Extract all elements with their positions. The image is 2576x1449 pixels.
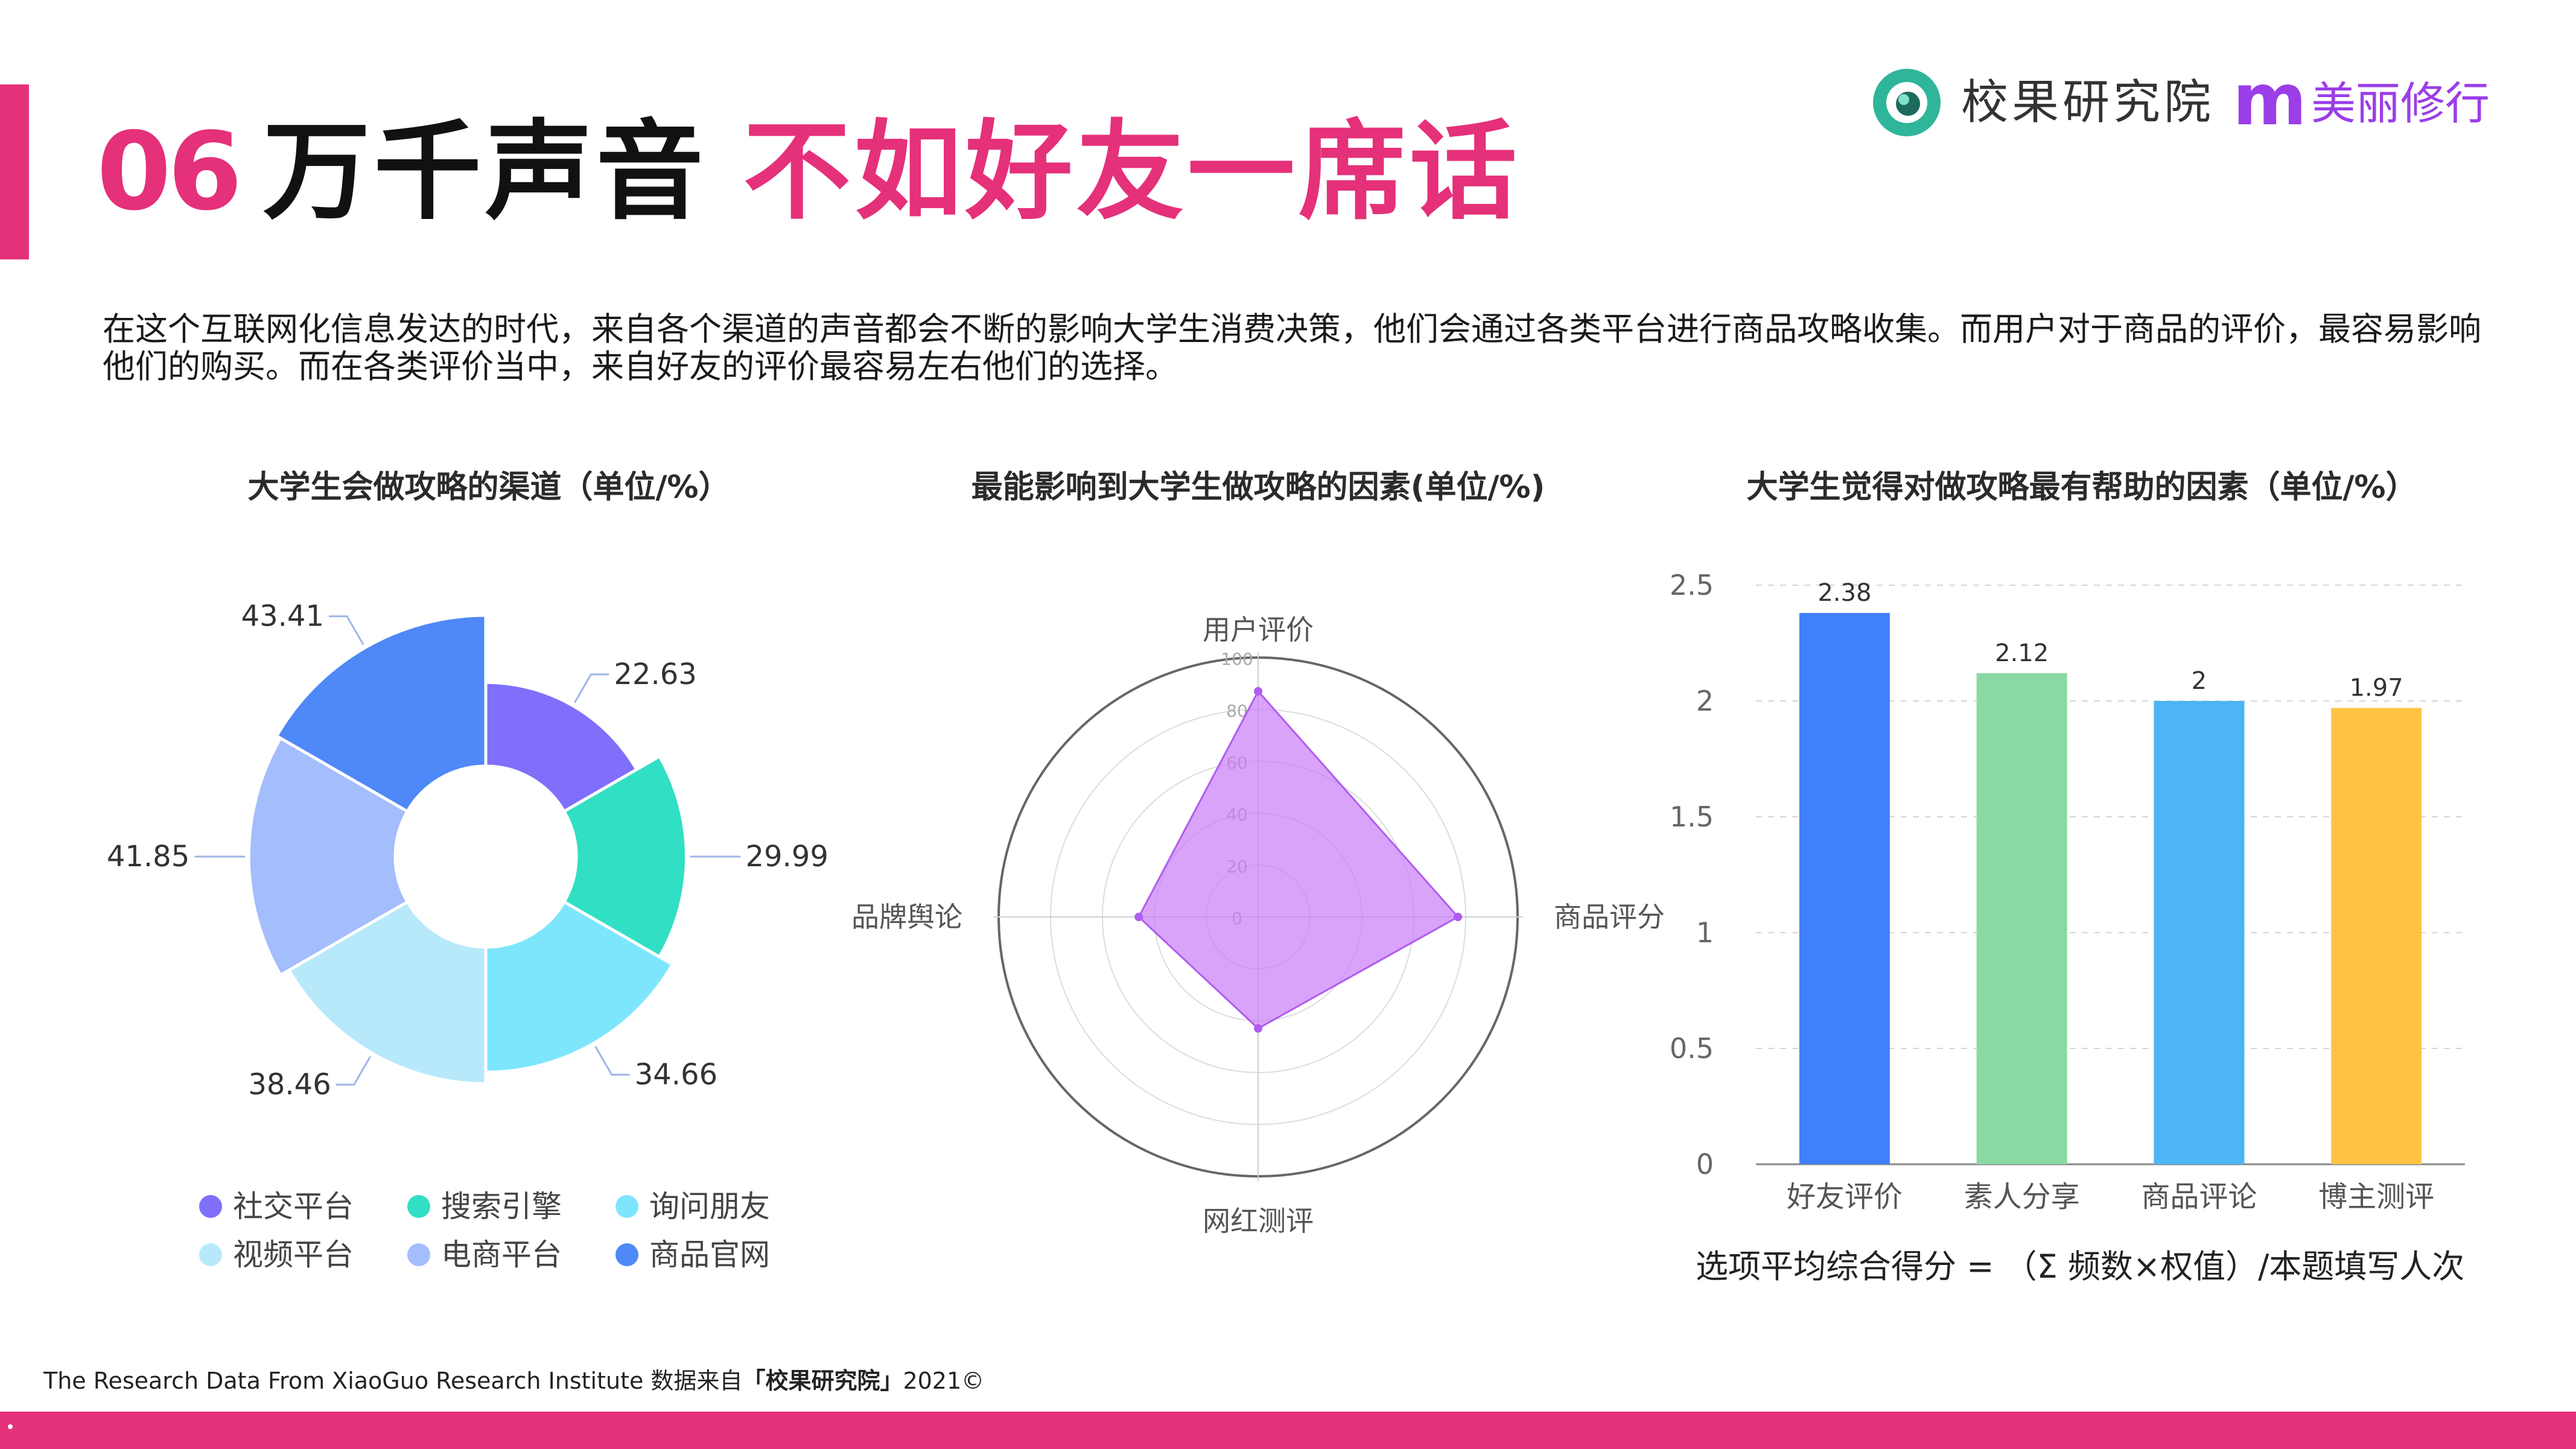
xiaoguo-logo-icon — [1873, 69, 1941, 136]
source-suffix: 2021© — [903, 1368, 985, 1394]
legend-label: 询问朋友 — [649, 1189, 770, 1224]
bar-y-tick-label: 0.5 — [1670, 1032, 1714, 1065]
bar — [1976, 673, 2067, 1164]
donut-slice — [484, 680, 639, 814]
donut-slice — [287, 899, 488, 1086]
title-pink-part: 不如好友一席话 — [743, 109, 1521, 234]
legend-item-search: 搜索引擎 — [407, 1185, 562, 1228]
legend-label: 电商平台 — [441, 1237, 562, 1272]
radar-axis-label: 商品评分 — [1554, 901, 1665, 933]
radar-tick-label: 100 — [1221, 649, 1253, 669]
donut-leader-line — [329, 615, 364, 645]
radar-point — [1454, 913, 1463, 921]
legend-swatch — [199, 1194, 222, 1218]
bar — [2154, 701, 2245, 1164]
bar-y-tick-label: 1 — [1696, 916, 1714, 949]
radar-area — [1137, 690, 1460, 1030]
radar-axis-label: 品牌舆论 — [851, 901, 962, 933]
donut-value-label: 22.63 — [614, 658, 696, 691]
donut-chart-title: 大学生会做攻略的渠道（单位/%） — [247, 469, 730, 506]
bar-value-label: 1.97 — [2350, 674, 2403, 702]
donut-slice — [484, 899, 675, 1074]
radar-chart-title: 最能影响到大学生做攻略的因素(单位/%) — [971, 469, 1545, 506]
bar — [1799, 613, 1890, 1164]
bar-value-label: 2.12 — [1995, 639, 2049, 667]
donut-chart: 22.63 29.99 34.66 38.46 41.85 43.41 — [107, 600, 828, 1102]
legend-swatch — [199, 1243, 222, 1266]
page-title: 06 万千声音 不如好友一席话 — [97, 103, 1521, 241]
legend-item-social: 社交平台 — [199, 1185, 354, 1228]
radar-point — [1134, 913, 1143, 921]
bar-y-tick-label: 2 — [1696, 685, 1714, 717]
legend-item-video: 视频平台 — [199, 1234, 354, 1276]
donut-value-label: 29.99 — [745, 840, 828, 874]
intro-paragraph: 在这个互联网化信息发达的时代，来自各个渠道的声音都会不断的影响大学生消费决策，他… — [103, 310, 2481, 385]
radar-point — [1254, 686, 1262, 696]
donut-slice — [247, 736, 410, 977]
section-number: 06 — [97, 109, 243, 234]
title-black-part: 万千声音 — [262, 109, 707, 234]
title-accent-bar — [0, 84, 29, 259]
donut-slice — [275, 614, 488, 814]
donut-slice — [562, 754, 688, 959]
legend-swatch — [615, 1243, 638, 1266]
bar-category-label: 博主测评 — [2318, 1180, 2434, 1214]
bar-chart-title: 大学生觉得对做攻略最有帮助的因素（单位/%） — [1746, 469, 2417, 506]
radar-point — [1254, 1024, 1262, 1033]
legend-item-ecommerce: 电商平台 — [407, 1234, 562, 1276]
donut-value-label: 38.46 — [248, 1068, 331, 1102]
bar-y-tick-label: 2.5 — [1670, 569, 1714, 601]
legend-swatch — [615, 1194, 638, 1218]
bar — [2331, 708, 2422, 1164]
donut-value-label: 43.41 — [241, 600, 324, 633]
xiaoguo-brand-name: 校果研究院 — [1961, 75, 2215, 130]
legend-item-official: 商品官网 — [615, 1234, 770, 1276]
meili-brand-name: 美丽修行 — [2311, 78, 2490, 130]
footer-band — [0, 1412, 2576, 1449]
legend-swatch — [407, 1194, 430, 1218]
radar-axis-label: 网红测评 — [1203, 1205, 1314, 1237]
source-note: The Research Data From XiaoGuo Research … — [43, 1362, 984, 1395]
donut-value-label: 34.66 — [635, 1057, 717, 1091]
score-formula-note: 选项平均综合得分 = （Σ 频数×权值）/本题填写人次 — [1696, 1248, 2465, 1286]
bar-category-label: 素人分享 — [1964, 1180, 2080, 1214]
bar-chart: 0 0.5 1 1.5 2 2.5 2.38 好友评价 2.12 素人分享 2 商品评论 1.97 博主测… — [1670, 569, 2465, 1214]
bar-category-label: 好友评价 — [1787, 1180, 1903, 1214]
donut-leader-line — [594, 1045, 630, 1076]
footer-logo-icon — [8, 1424, 13, 1429]
donut-value-label: 41.85 — [107, 840, 189, 874]
donut-leader-line — [336, 1056, 372, 1086]
bar-y-tick-label: 0 — [1696, 1148, 1714, 1181]
radar-chart: 020406080100用户评价商品评分网红测评品牌舆论 — [851, 614, 1665, 1237]
bar-value-label: 2.38 — [1818, 579, 1871, 607]
donut-legend: 社交平台 搜索引擎 询问朋友 视频平台 电商平台 商品官网 — [199, 1185, 839, 1288]
legend-label: 搜索引擎 — [441, 1189, 562, 1224]
radar-axis-label: 用户评价 — [1203, 614, 1314, 646]
source-prefix: The Research Data From XiaoGuo Research … — [43, 1368, 743, 1394]
legend-swatch — [407, 1243, 430, 1266]
bar-value-label: 2 — [2192, 667, 2207, 695]
donut-leader-line — [574, 673, 609, 703]
meili-logo-mark: m — [2233, 58, 2307, 141]
brand-logos: 校果研究院 m 美丽修行 — [1871, 60, 2510, 145]
bar-y-tick-label: 1.5 — [1670, 801, 1714, 833]
legend-item-friends: 询问朋友 — [615, 1185, 770, 1228]
legend-label: 社交平台 — [233, 1189, 354, 1224]
source-brand: 「校果研究院」 — [742, 1368, 903, 1394]
legend-label: 商品官网 — [649, 1237, 770, 1272]
legend-label: 视频平台 — [233, 1237, 354, 1272]
bar-category-label: 商品评论 — [2141, 1180, 2257, 1214]
